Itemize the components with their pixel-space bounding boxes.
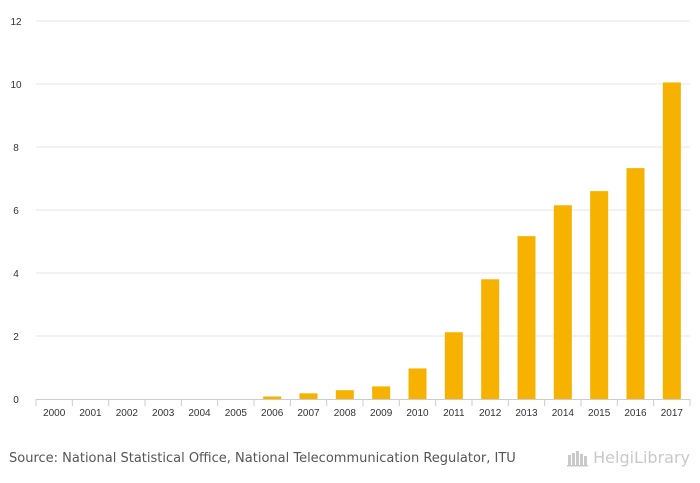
- x-tick-label: 2011: [443, 408, 465, 419]
- y-tick-label: 8: [13, 143, 19, 154]
- gridlines: [36, 20, 690, 337]
- x-axis: [35, 399, 691, 406]
- x-tick-labels: 2000 2001 2002 2003 2004 2005 2006 2007 2008 2009…: [43, 408, 683, 419]
- y-tick-label: 10: [10, 80, 22, 91]
- bars: [263, 82, 681, 400]
- y-tick-label: 4: [13, 269, 19, 280]
- brand-logo: HelgiLibrary: [567, 448, 690, 467]
- bar-2007: [299, 393, 318, 399]
- x-tick-label: 2010: [406, 408, 429, 419]
- x-tick-label: 2001: [79, 408, 102, 419]
- x-tick-label: 2004: [188, 408, 211, 419]
- x-tick-label: 2015: [588, 408, 611, 419]
- x-tick-label: 2016: [624, 408, 647, 419]
- y-tick-label: 6: [13, 206, 19, 217]
- y-tick-labels: 0 2 4 6 8 10 12: [10, 17, 22, 406]
- library-logo-icon: [567, 450, 589, 466]
- y-tick-label: 12: [10, 17, 22, 28]
- x-tick-label: 2009: [370, 408, 393, 419]
- bar-2009: [372, 386, 391, 399]
- x-tick-label: 2012: [479, 408, 502, 419]
- bar-2012: [481, 279, 500, 399]
- x-tick-label: 2008: [334, 408, 357, 419]
- bar-2008: [335, 390, 354, 399]
- bar-2017: [662, 82, 681, 400]
- brand-name: HelgiLibrary: [593, 448, 690, 467]
- y-tick-label: 2: [13, 332, 19, 343]
- bar-2016: [626, 168, 645, 399]
- bar-2013: [517, 236, 536, 399]
- bar-2010: [408, 368, 427, 399]
- x-tick-label: 2017: [661, 408, 684, 419]
- bar-2015: [590, 191, 609, 399]
- bar-2011: [444, 332, 463, 399]
- x-tick-label: 2003: [152, 408, 175, 419]
- source-note: Source: National Statistical Office, Nat…: [9, 451, 516, 466]
- x-tick-label: 2000: [43, 408, 66, 419]
- x-tick-label: 2006: [261, 408, 284, 419]
- x-tick-label: 2013: [515, 408, 538, 419]
- x-tick-label: 2002: [116, 408, 139, 419]
- x-tick-label: 2014: [552, 408, 575, 419]
- x-tick-label: 2005: [225, 408, 248, 419]
- bar-2006: [263, 396, 282, 399]
- bar-2014: [553, 205, 572, 399]
- x-tick-label: 2007: [297, 408, 320, 419]
- y-tick-label: 0: [13, 395, 19, 406]
